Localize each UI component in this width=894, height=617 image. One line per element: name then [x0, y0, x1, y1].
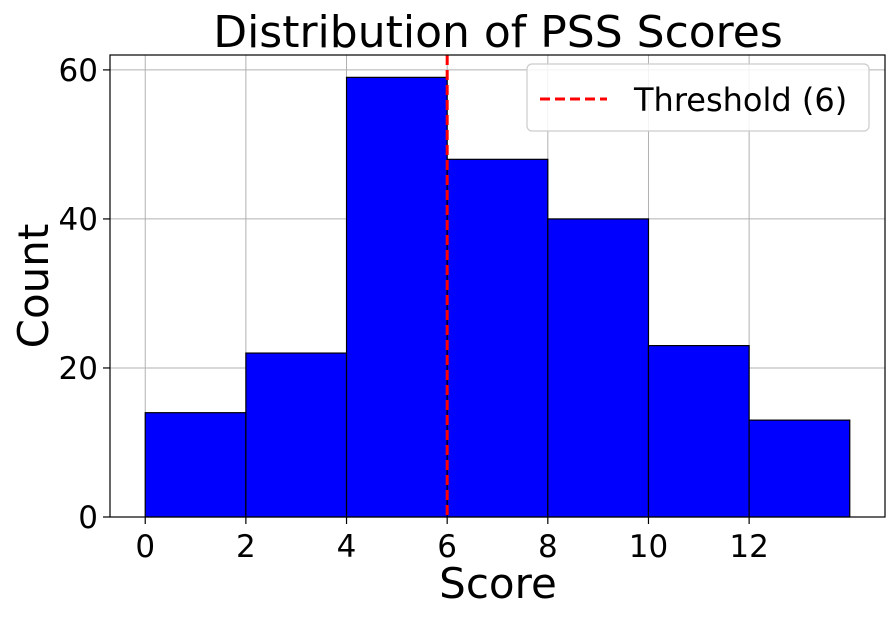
x-tick-label: 10 — [629, 529, 668, 565]
legend-threshold-label: Threshold (6) — [633, 81, 847, 119]
x-tick-label: 0 — [135, 529, 155, 565]
bars — [144, 76, 851, 518]
x-tick-label: 8 — [538, 529, 558, 565]
legend: Threshold (6) — [526, 63, 870, 132]
x-tick-label: 2 — [236, 529, 256, 565]
histogram-bar — [345, 76, 448, 518]
histogram-bar — [245, 352, 348, 518]
y-tick-label: 0 — [78, 500, 98, 536]
y-tick-label: 60 — [59, 53, 98, 89]
histogram-bar — [748, 419, 851, 518]
histogram-bar — [547, 218, 650, 518]
y-axis-label: Count — [9, 224, 58, 349]
x-axis: 0 2 4 6 8 10 12 — [135, 517, 769, 565]
x-tick-label: 4 — [337, 529, 357, 565]
histogram-bar — [144, 412, 247, 518]
chart-title: Distribution of PSS Scores — [213, 7, 783, 58]
x-axis-label: Score — [439, 559, 557, 608]
y-axis: 0 20 40 60 — [59, 53, 110, 536]
x-tick-label: 12 — [729, 529, 768, 565]
histogram-bar — [647, 345, 750, 518]
y-tick-label: 40 — [59, 202, 98, 238]
x-tick-label: 6 — [437, 529, 457, 565]
legend-box — [526, 63, 870, 132]
histogram-bar — [446, 158, 549, 518]
plot-frame — [109, 54, 886, 518]
y-tick-label: 20 — [59, 351, 98, 387]
